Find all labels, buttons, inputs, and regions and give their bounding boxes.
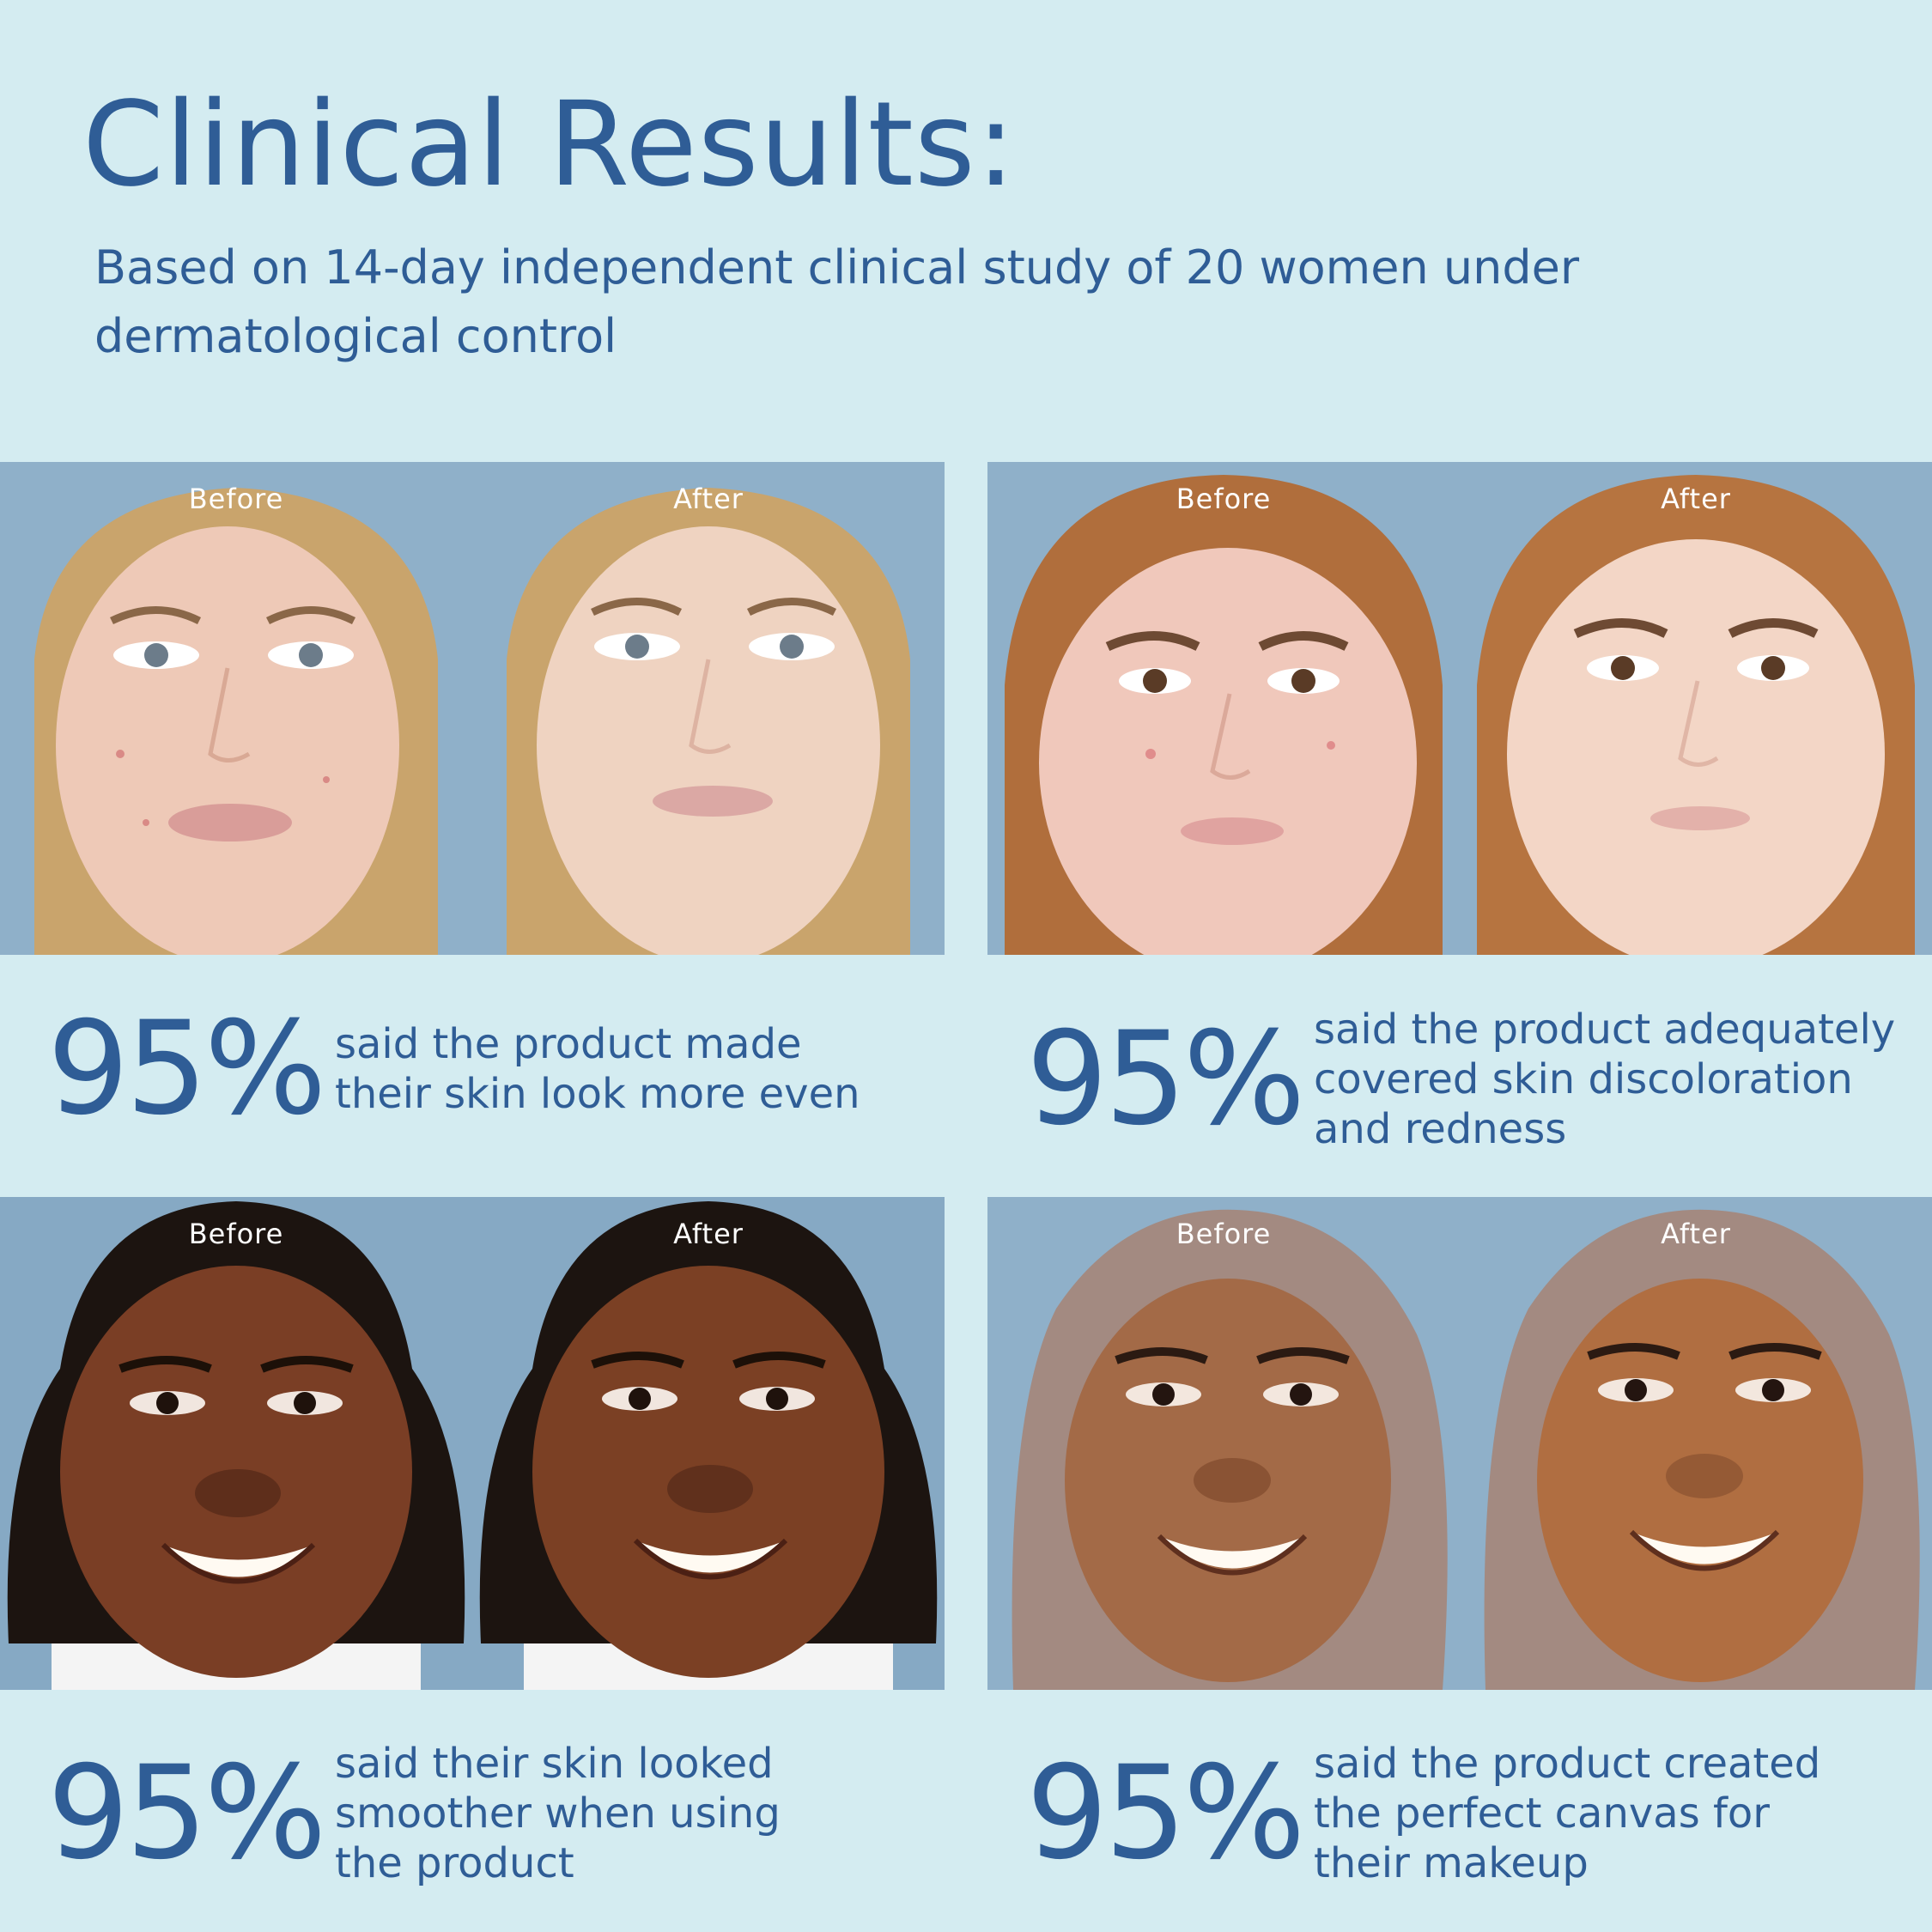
stat-block-3: 95% said their skin looked smoother when… — [47, 1739, 949, 1888]
stat-percentage: 95% — [1026, 1739, 1305, 1888]
page-title: Clinical Results: — [82, 77, 1017, 213]
before-after-photo-4: Before After — [987, 1197, 1932, 1690]
before-label: Before — [1176, 483, 1272, 515]
stat-percentage: 95% — [47, 994, 326, 1144]
before-photo: Before — [0, 1197, 472, 1690]
stat-block-1: 95% said the product made their skin loo… — [47, 1005, 949, 1133]
after-photo: After — [472, 1197, 945, 1690]
stat-description: said the product created the perfect can… — [1314, 1740, 1821, 1887]
after-photo: After — [1460, 462, 1932, 955]
before-photo: Before — [0, 462, 472, 955]
before-label: Before — [188, 1218, 284, 1250]
face-illustration — [0, 1197, 472, 1690]
face-illustration — [472, 1197, 945, 1690]
after-label: After — [673, 483, 744, 515]
stat-percentage: 95% — [1026, 1005, 1305, 1154]
face-illustration — [1460, 462, 1932, 955]
stat-block-2: 95% said the product adequately covered … — [1026, 1005, 1928, 1154]
after-label: After — [1661, 483, 1731, 515]
face-illustration — [1460, 1197, 1932, 1690]
face-illustration — [987, 462, 1460, 955]
before-label: Before — [188, 483, 284, 515]
face-illustration — [472, 462, 945, 955]
stat-block-4: 95% said the product created the perfect… — [1026, 1739, 1928, 1888]
before-after-photo-3: Before After — [0, 1197, 945, 1690]
before-photo: Before — [987, 1197, 1460, 1690]
before-photo: Before — [987, 462, 1460, 955]
after-photo: After — [1460, 1197, 1932, 1690]
face-illustration — [987, 1197, 1460, 1690]
study-description: Based on 14-day independent clinical stu… — [94, 240, 1580, 363]
stat-percentage: 95% — [47, 1739, 326, 1888]
after-label: After — [673, 1218, 744, 1250]
after-photo: After — [472, 462, 945, 955]
stat-description: said their skin looked smoother when usi… — [335, 1740, 781, 1887]
before-after-photo-1: Before After — [0, 462, 945, 955]
stat-description: said the product made their skin look mo… — [335, 1020, 860, 1118]
stat-description: said the product adequately covered skin… — [1314, 1005, 1896, 1153]
after-label: After — [1661, 1218, 1731, 1250]
before-label: Before — [1176, 1218, 1272, 1250]
before-after-photo-2: Before After — [987, 462, 1932, 955]
face-illustration — [0, 462, 472, 955]
